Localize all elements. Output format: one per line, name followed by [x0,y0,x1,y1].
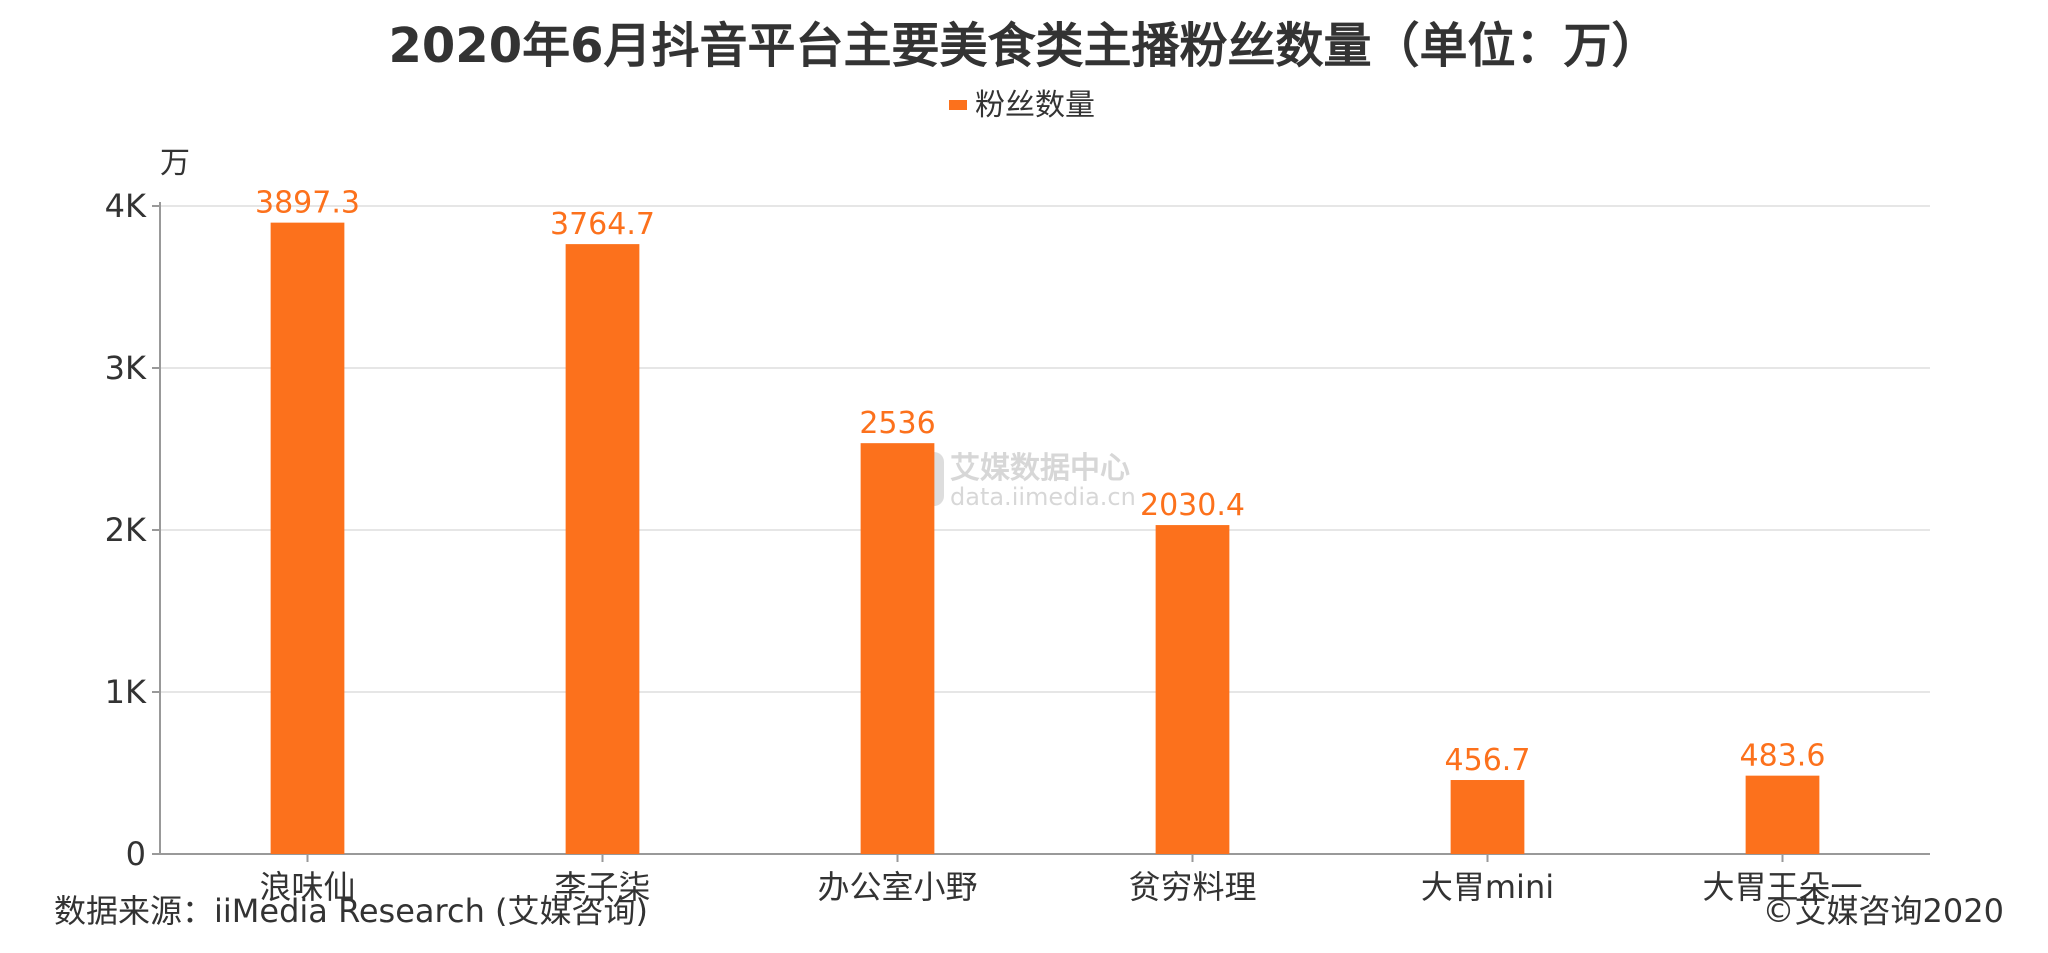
watermark-url: data.iimedia.cn [950,483,1136,511]
legend: 粉丝数量 [949,88,1095,123]
y-tick-label: 2K [105,511,147,549]
legend-label: 粉丝数量 [975,88,1095,123]
y-tick-label: 1K [105,673,147,711]
y-tick-label: 0 [126,835,146,873]
y-tick-label: 3K [105,349,147,387]
x-tick-label: 办公室小野 [817,868,977,906]
bar-value-label: 3897.3 [255,186,360,221]
x-tick-label: 浪味仙 [259,868,355,906]
y-axis-unit-label: 万 [160,146,190,181]
x-tick-label: 李子柒 [554,868,650,906]
copyright-note: ©艾媒咨询2020 [1762,892,2004,930]
bar-value-label: 3764.7 [550,207,655,242]
grid-lines [160,205,1930,693]
x-tick-label: 贫穷料理 [1128,868,1256,906]
bar-value-label: 483.6 [1740,739,1826,774]
data-labels: 3897.3 3764.7 2536 2030.4 456.7 483.6 [255,186,1825,778]
y-tick-label: 4K [105,187,147,225]
x-tick-label: 大胃mini [1421,868,1554,906]
bar-value-label: 2536 [859,406,935,441]
x-tick-label: 大胃王朵一 [1702,868,1862,906]
bar [1745,775,1820,854]
chart-title: 2020年6月抖音平台主要美食类主播粉丝数量（单位：万） [388,18,1660,74]
bar [1155,525,1230,854]
bar-value-label: 456.7 [1445,743,1531,778]
bar-value-label: 2030.4 [1140,488,1245,523]
axes: 0 1K 2K 3K 4K 浪味仙 李子柒 办公室小野 贫穷料理 大胃mini 大胃王朵一 [105,187,1930,906]
bar [270,222,345,855]
data-source-note: 数据来源：iiMedia Research (艾媒咨询) [54,892,648,930]
bar [565,244,640,855]
bar [1450,780,1525,854]
bar [860,443,935,854]
legend-swatch [949,100,967,110]
watermark-name: 艾媒数据中心 [950,451,1130,486]
bars [270,222,1820,855]
